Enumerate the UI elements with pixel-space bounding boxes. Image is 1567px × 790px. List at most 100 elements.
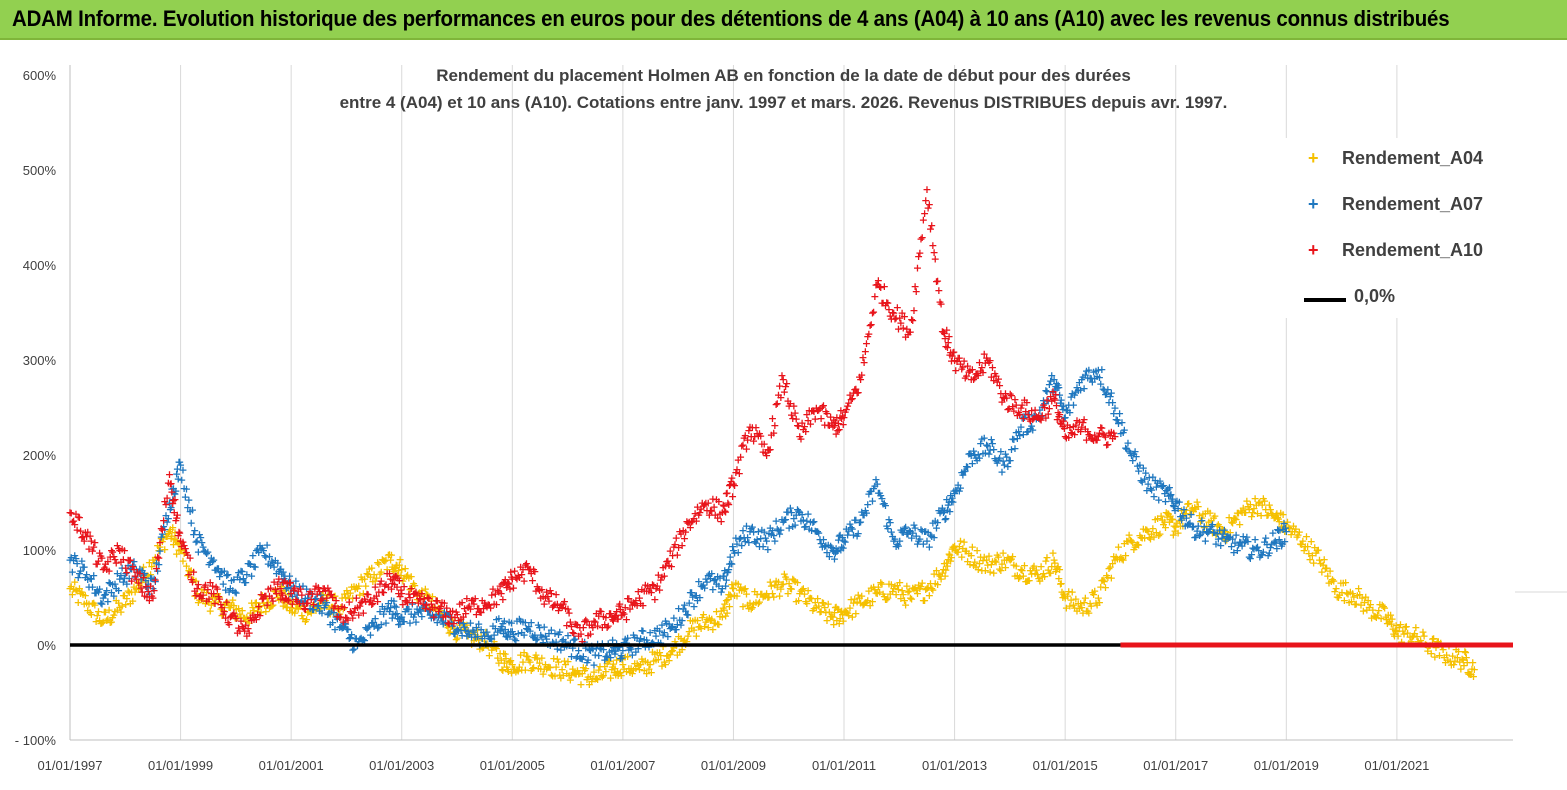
data-point-fill: + <box>761 446 770 459</box>
data-point: + <box>447 611 456 624</box>
data-point-fill: + <box>440 606 449 619</box>
data-point-fill: + <box>538 636 547 649</box>
data-point-fill: + <box>96 596 105 609</box>
data-point-fill: + <box>389 594 398 607</box>
data-point-fill: + <box>515 613 524 626</box>
data-point-fill: + <box>695 620 704 633</box>
data-point-fill: + <box>731 531 740 544</box>
data-point-fill: + <box>871 473 880 486</box>
data-point: + <box>812 601 821 614</box>
data-point-fill: + <box>290 582 299 595</box>
data-point-fill: + <box>402 570 411 583</box>
data-point-fill: + <box>841 605 850 618</box>
data-point-fill: + <box>565 606 574 619</box>
data-point-fill: + <box>389 570 398 583</box>
data-point-fill: + <box>986 566 995 579</box>
data-point-fill: + <box>188 503 197 516</box>
data-point-fill: + <box>1405 630 1414 643</box>
data-point-fill: + <box>723 566 732 579</box>
data-point-fill: + <box>417 610 426 623</box>
data-point-fill: + <box>69 515 78 528</box>
data-point-fill: + <box>342 584 351 597</box>
data-point-fill: + <box>441 609 450 622</box>
data-point-fill: + <box>89 569 98 582</box>
x-tick-label: 01/01/2019 <box>1254 758 1319 773</box>
data-point-fill: + <box>286 595 295 608</box>
data-point-fill: + <box>1060 589 1069 602</box>
data-point: + <box>524 563 533 576</box>
data-point-fill: + <box>1283 515 1292 528</box>
data-point-fill: + <box>1203 526 1212 539</box>
data-point-fill: + <box>1233 507 1242 520</box>
data-point-fill: + <box>824 539 833 552</box>
data-point-fill: + <box>1164 508 1173 521</box>
data-point-fill: + <box>1192 525 1201 538</box>
data-point-fill: + <box>1146 533 1155 546</box>
data-point-fill: + <box>553 597 562 610</box>
data-point-fill: + <box>279 572 288 585</box>
data-point-fill: + <box>107 544 116 557</box>
data-point-fill: + <box>459 611 468 624</box>
data-point-fill: + <box>1065 599 1074 612</box>
data-point-fill: + <box>273 577 282 590</box>
data-point-fill: + <box>374 585 383 598</box>
data-point-fill: + <box>180 539 189 552</box>
data-point-fill: + <box>1347 595 1356 608</box>
data-point-fill: + <box>616 652 625 665</box>
data-point-fill: + <box>273 591 282 604</box>
data-point-fill: + <box>490 635 499 648</box>
data-point-fill: + <box>692 589 701 602</box>
data-point-fill: + <box>404 603 413 616</box>
data-point-fill: + <box>969 445 978 458</box>
data-point-fill: + <box>1054 572 1063 585</box>
data-point-fill: + <box>1140 473 1149 486</box>
data-point-fill: + <box>407 570 416 583</box>
data-point-fill: + <box>1205 507 1214 520</box>
data-point-fill: + <box>138 564 147 577</box>
data-point-fill: + <box>221 583 230 596</box>
data-point-fill: + <box>789 574 798 587</box>
data-point-fill: + <box>988 437 997 450</box>
data-point-fill: + <box>401 562 410 575</box>
data-point-fill: + <box>423 604 432 617</box>
data-point-fill: + <box>1191 503 1200 516</box>
data-point-fill: + <box>200 544 209 557</box>
data-point-fill: + <box>461 624 470 637</box>
data-point-fill: + <box>90 599 99 612</box>
data-point-fill: + <box>279 566 288 579</box>
data-point-fill: + <box>834 603 843 616</box>
data-point-fill: + <box>481 625 490 638</box>
data-point-fill: + <box>1083 372 1092 385</box>
data-point-fill: + <box>283 595 292 608</box>
data-point-fill: + <box>383 563 392 576</box>
data-point-fill: + <box>319 582 328 595</box>
data-point-fill: + <box>683 630 692 643</box>
data-point-fill: + <box>1289 520 1298 533</box>
data-point-fill: + <box>310 593 319 606</box>
data-point-fill: + <box>213 582 222 595</box>
data-point-fill: + <box>1297 538 1306 551</box>
data-point-fill: + <box>1084 606 1093 619</box>
data-point-fill: + <box>1059 400 1068 413</box>
data-point-fill: + <box>398 598 407 611</box>
data-point-fill: + <box>346 605 355 618</box>
data-point-fill: + <box>236 565 245 578</box>
data-point-fill: + <box>1235 535 1244 548</box>
data-point-fill: + <box>175 455 184 468</box>
data-point-fill: + <box>785 577 794 590</box>
data-point-fill: + <box>942 493 951 506</box>
data-point-fill: + <box>676 528 685 541</box>
data-point-fill: + <box>546 584 555 597</box>
data-point-fill: + <box>109 609 118 622</box>
data-point-fill: + <box>921 525 930 538</box>
data-point-fill: + <box>774 575 783 588</box>
data-point-fill: + <box>439 610 448 623</box>
data-point-fill: + <box>452 606 461 619</box>
data-point-fill: + <box>328 616 337 629</box>
data-point-fill: + <box>261 605 270 618</box>
data-point-fill: + <box>136 572 145 585</box>
data-point-fill: + <box>602 621 611 634</box>
data-point-fill: + <box>403 569 412 582</box>
data-point: + <box>287 582 296 595</box>
data-point-fill: + <box>1203 505 1212 518</box>
